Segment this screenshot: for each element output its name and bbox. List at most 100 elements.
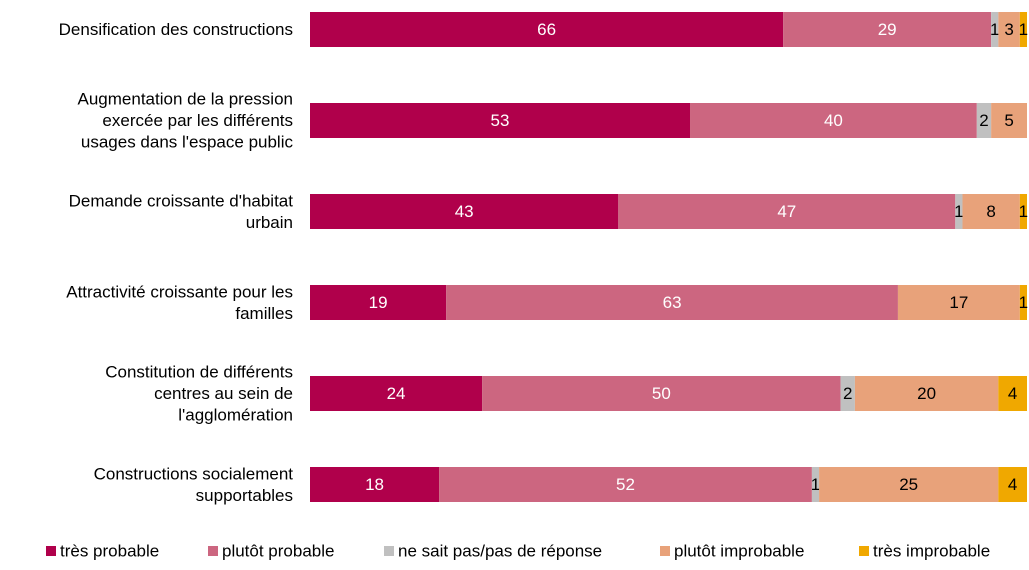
category-label: Attractivité croissante pour les familles: [66, 282, 293, 323]
data-label: 18: [365, 475, 384, 494]
category-label-line: Augmentation de la pression: [78, 90, 293, 109]
data-label: 4: [1008, 475, 1017, 494]
category-label-line: Attractivité croissante pour les: [66, 282, 293, 301]
legend-item-ne-sait-pas-pas-de-reponse: ne sait pas/pas de réponse: [384, 542, 602, 561]
data-label: 43: [455, 202, 474, 221]
category-label: Augmentation de la pression exercée par l…: [78, 90, 294, 152]
bar-segment-tres-improbable: [998, 467, 1027, 502]
bar-segment-ne-sait-pas-pas-de-reponse: [811, 467, 820, 502]
bar-segment-tres-improbable: [1019, 12, 1027, 47]
data-label: 40: [824, 111, 843, 130]
bar-segment-plutot-improbable: [819, 467, 999, 502]
bar-segment-ne-sait-pas-pas-de-reponse: [976, 103, 992, 138]
bar-segment-tres-probable: [310, 285, 447, 320]
category-label: Constructions socialement supportables: [94, 464, 294, 505]
category-label: Densification des constructions: [59, 20, 293, 39]
legend-label: très improbable: [873, 542, 990, 561]
legend: très probable plutôt probable ne sait pas/…: [46, 542, 990, 561]
bar-segment-plutot-probable: [783, 12, 992, 47]
data-label: 53: [491, 111, 510, 130]
data-label: 66: [537, 20, 556, 39]
bar-segment-tres-improbable: [1019, 285, 1027, 320]
legend-swatch: [384, 546, 394, 556]
bar-row: 18 52 1 25 4: [310, 467, 1027, 502]
bar-row: 66 29 1 3 1: [310, 12, 1028, 47]
bar-segment-ne-sait-pas-pas-de-reponse: [840, 376, 855, 411]
legend-swatch: [208, 546, 218, 556]
bar-segment-tres-improbable: [998, 376, 1027, 411]
data-label: 1: [990, 20, 999, 39]
category-label-line: Densification des constructions: [59, 20, 293, 39]
bar-segment-tres-probable: [310, 12, 784, 47]
legend-label: plutôt probable: [222, 542, 334, 561]
bar-row: 43 47 1 8 1: [310, 194, 1028, 229]
bar-segment-plutot-probable: [439, 467, 812, 502]
bar-segment-plutot-probable: [690, 103, 977, 138]
legend-swatch: [46, 546, 56, 556]
category-label-line: Constitution de différents: [105, 363, 293, 382]
bar-segment-plutot-improbable: [897, 285, 1020, 320]
bar-segment-plutot-improbable: [998, 12, 1020, 47]
category-label-line: Constructions socialement: [94, 464, 294, 483]
category-label-line: urbain: [246, 213, 293, 232]
bar-segment-tres-probable: [310, 194, 619, 229]
legend-item-tres-improbable: très improbable: [859, 542, 990, 561]
category-label-line: l'agglomération: [178, 406, 293, 425]
data-label: 25: [899, 475, 918, 494]
data-label: 24: [387, 384, 406, 403]
data-label: 29: [878, 20, 897, 39]
bar-segment-plutot-improbable: [962, 194, 1020, 229]
category-label-line: Demande croissante d'habitat: [69, 191, 294, 210]
data-label: 63: [663, 293, 682, 312]
legend-item-plutot-improbable: plutôt improbable: [660, 542, 804, 561]
data-label: 2: [843, 384, 852, 403]
bar-row: 19 63 17 1: [310, 285, 1028, 320]
bar-segment-plutot-probable: [618, 194, 956, 229]
category-label-line: centres au sein de: [154, 384, 293, 403]
bar-segment-tres-probable: [310, 376, 483, 411]
bar-segment-plutot-improbable: [854, 376, 999, 411]
category-label-line: familles: [235, 304, 293, 323]
data-label: 1: [954, 202, 963, 221]
bars: 66 29 1 3 153 40 2 543 47 1 8 119 63 17 124 50 2 20 418 52 1…: [310, 12, 1028, 502]
legend-label: plutôt improbable: [674, 542, 804, 561]
data-label: 50: [652, 384, 671, 403]
category-label-line: usages dans l'espace public: [81, 133, 294, 152]
legend-label: très probable: [60, 542, 159, 561]
bar-segment-ne-sait-pas-pas-de-reponse: [955, 194, 963, 229]
legend-item-plutot-probable: plutôt probable: [208, 542, 334, 561]
data-label: 19: [369, 293, 388, 312]
data-label: 1: [1019, 20, 1028, 39]
bar-row: 53 40 2 5: [310, 103, 1027, 138]
data-label: 5: [1004, 111, 1013, 130]
bar-segment-tres-probable: [310, 467, 440, 502]
category-label: Demande croissante d'habitat urbain: [69, 191, 294, 232]
category-label: Constitution de différents centres au sei…: [105, 363, 293, 425]
data-label: 3: [1004, 20, 1013, 39]
bar-segment-tres-improbable: [1019, 194, 1027, 229]
bar-segment-ne-sait-pas-pas-de-reponse: [991, 12, 999, 47]
data-label: 20: [917, 384, 936, 403]
data-label: 47: [777, 202, 796, 221]
data-label: 1: [811, 475, 820, 494]
legend-label: ne sait pas/pas de réponse: [398, 542, 602, 561]
data-label: 1: [1019, 202, 1028, 221]
bar-segment-plutot-probable: [482, 376, 841, 411]
bar-segment-plutot-probable: [446, 285, 898, 320]
legend-swatch: [859, 546, 869, 556]
data-label: 4: [1008, 384, 1017, 403]
data-label: 17: [949, 293, 968, 312]
category-labels: Densification des constructions Augmentat…: [59, 20, 294, 505]
category-label-line: supportables: [196, 486, 293, 505]
data-label: 2: [979, 111, 988, 130]
data-label: 1: [1019, 293, 1028, 312]
category-label-line: exercée par les différents: [102, 111, 293, 130]
data-label: 8: [986, 202, 995, 221]
bar-segment-plutot-improbable: [991, 103, 1027, 138]
bar-segment-tres-probable: [310, 103, 691, 138]
legend-item-tres-probable: très probable: [46, 542, 159, 561]
bar-row: 24 50 2 20 4: [310, 376, 1027, 411]
legend-swatch: [660, 546, 670, 556]
